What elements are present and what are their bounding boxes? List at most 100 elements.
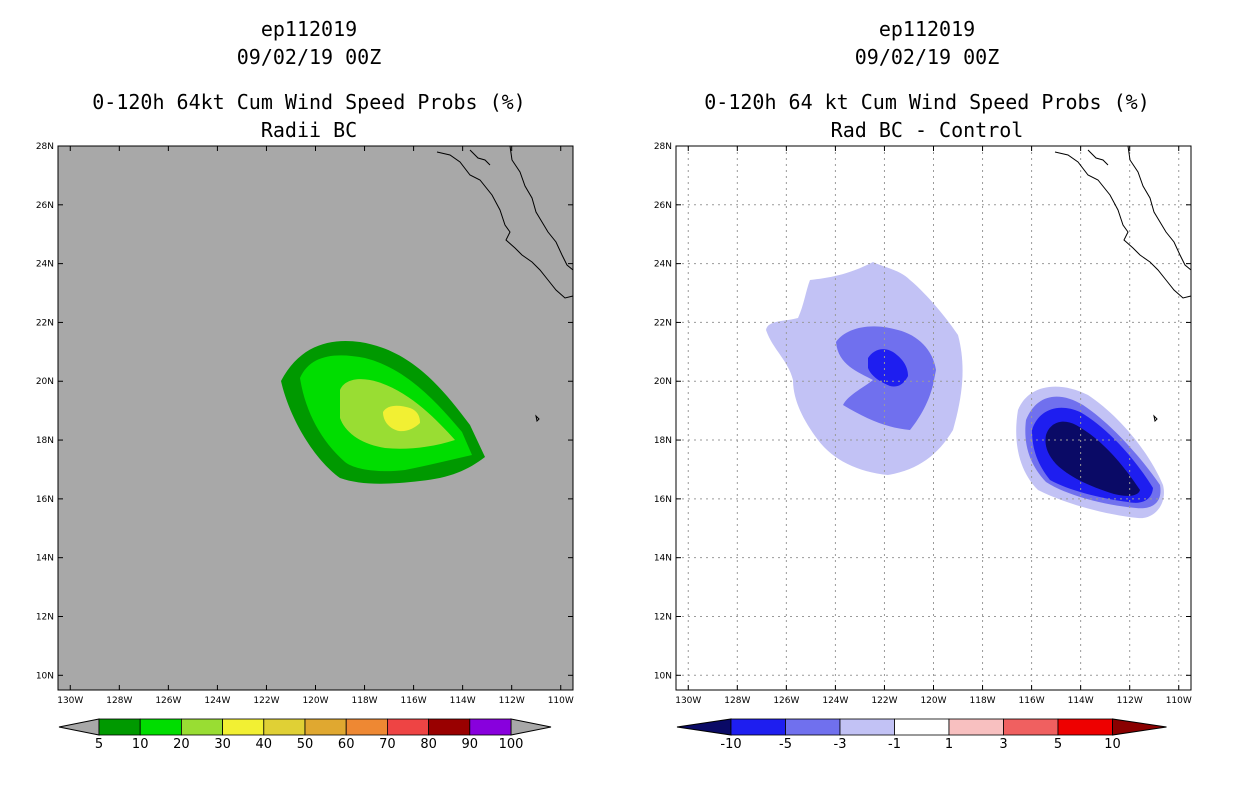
colorbar-over	[510, 718, 552, 736]
lon-tick-label: 112W	[499, 696, 525, 706]
lon-tick-label: 110W	[1166, 696, 1192, 706]
colorbar-label: 5	[1054, 737, 1062, 752]
colorbar: 5 10 20 30 40 50 60 70 80 90 100	[58, 718, 552, 752]
lat-tick-label: 12N	[654, 612, 672, 622]
colorbar-swatch	[894, 718, 950, 736]
lon-tick-label: 110W	[548, 696, 574, 706]
contour-minus10-east	[1045, 421, 1140, 496]
init-time: 09/02/19 00Z	[854, 45, 1000, 69]
colorbar-swatch	[1003, 718, 1059, 736]
colorbar-label: 70	[379, 737, 396, 752]
lat-tick-label: 20N	[36, 377, 54, 387]
lat-tick-label: 16N	[36, 495, 54, 505]
lat-tick-label: 18N	[654, 436, 672, 446]
lat-tick-label: 14N	[654, 554, 672, 564]
lon-tick-label: 120W	[302, 696, 328, 706]
lat-tick-label: 26N	[36, 201, 54, 211]
colorbar-swatch	[948, 718, 1004, 736]
lat-tick-label: 28N	[36, 142, 54, 152]
lon-tick-label: 122W	[253, 696, 279, 706]
lat-tick-label: 22N	[654, 318, 672, 328]
lon-tick-label: 126W	[773, 696, 799, 706]
lat-tick-label: 20N	[654, 377, 672, 387]
colorbar-swatch	[139, 718, 182, 736]
chart-subtitle: Rad BC - Control	[830, 118, 1024, 142]
colorbar-swatch	[345, 718, 388, 736]
lon-tick-label: 126W	[155, 696, 181, 706]
lon-tick-label: 114W	[450, 696, 476, 706]
colorbar-swatch	[304, 718, 347, 736]
lon-tick-label: 116W	[1019, 696, 1045, 706]
lon-tick-label: 118W	[970, 696, 996, 706]
lat-axis: 28N 26N 24N 22N 20N 18N 16N 14N 12N 10N	[654, 142, 1191, 681]
colorbar-label: 40	[256, 737, 273, 752]
lat-tick-label: 12N	[36, 612, 54, 622]
colorbar-swatch	[839, 718, 895, 736]
chart-title: 0-120h 64kt Cum Wind Speed Probs (%)	[92, 90, 526, 114]
lat-tick-label: 10N	[36, 671, 54, 681]
colorbar-swatch	[1057, 718, 1113, 736]
colorbar-swatch	[180, 718, 223, 736]
contour-30pct	[383, 405, 420, 432]
lat-tick-label: 14N	[36, 554, 54, 564]
colorbar-label: 20	[173, 737, 190, 752]
colorbar-swatch	[386, 718, 429, 736]
colorbar-label: 50	[297, 737, 314, 752]
colorbar-under	[58, 718, 100, 736]
colorbar-label: 100	[499, 737, 524, 752]
lon-tick-label: 128W	[106, 696, 132, 706]
storm-id: ep112019	[878, 17, 976, 41]
lon-tick-label: 112W	[1117, 696, 1143, 706]
colorbar-swatch	[98, 718, 141, 736]
lat-tick-label: 24N	[654, 260, 672, 270]
colorbar-label: 10	[132, 737, 149, 752]
lon-tick-label: 114W	[1068, 696, 1094, 706]
colorbar-label: 80	[420, 737, 437, 752]
chart-title: 0-120h 64 kt Cum Wind Speed Probs (%)	[704, 90, 1150, 114]
colorbar-swatch	[469, 718, 512, 736]
colorbar-swatch	[263, 718, 306, 736]
colorbar-swatch	[222, 718, 265, 736]
lon-tick-label: 130W	[57, 696, 83, 706]
colorbar-label: -5	[779, 737, 792, 752]
lon-tick-label: 116W	[401, 696, 427, 706]
lat-tick-label: 26N	[654, 201, 672, 211]
lon-axis: 130W 128W 126W 124W 122W 120W 118W 116W 114W 112W…	[57, 146, 574, 706]
colorbar-label: 30	[214, 737, 231, 752]
colorbar-label: 60	[338, 737, 355, 752]
colorbar-label: -1	[888, 737, 901, 752]
difference-contours	[766, 262, 1164, 519]
colorbar-under	[676, 718, 732, 736]
colorbar-swatch	[428, 718, 471, 736]
lon-axis: 130W 128W 126W 124W 122W 120W 118W 116W 114W 112W…	[675, 146, 1192, 706]
init-time: 09/02/19 00Z	[236, 45, 382, 69]
colorbar-over	[1112, 718, 1167, 736]
colorbar-swatch	[730, 718, 786, 736]
lat-tick-label: 18N	[36, 436, 54, 446]
colorbar-label: -10	[720, 737, 741, 752]
chart-subtitle: Radii BC	[260, 118, 358, 142]
lon-tick-label: 118W	[352, 696, 378, 706]
lat-tick-label: 22N	[36, 318, 54, 328]
lat-axis: 28N 26N 24N 22N 20N 18N 16N 14N 12N 10N	[36, 142, 573, 681]
colorbar-label: 90	[462, 737, 479, 752]
lon-tick-label: 120W	[920, 696, 946, 706]
lat-tick-label: 16N	[654, 495, 672, 505]
probability-contours	[281, 340, 485, 484]
lon-tick-label: 122W	[871, 696, 897, 706]
panel-radii-bc: ep112019 09/02/19 00Z 0-120h 64kt Cum Wi…	[36, 17, 574, 752]
lon-tick-label: 124W	[822, 696, 848, 706]
colorbar-label: -3	[834, 737, 847, 752]
colorbar-label: 5	[95, 737, 103, 752]
colorbar: -10 -5 -3 -1 1 3 5 10	[676, 718, 1167, 752]
coastline	[436, 145, 574, 423]
lat-tick-label: 10N	[654, 671, 672, 681]
panel-rad-bc-control: ep112019 09/02/19 00Z 0-120h 64 kt Cum W…	[618, 0, 1236, 800]
colorbar-label: 3	[999, 737, 1007, 752]
lon-tick-label: 130W	[675, 696, 701, 706]
lat-tick-label: 24N	[36, 260, 54, 270]
coastline	[1054, 145, 1192, 423]
lon-tick-label: 124W	[204, 696, 230, 706]
